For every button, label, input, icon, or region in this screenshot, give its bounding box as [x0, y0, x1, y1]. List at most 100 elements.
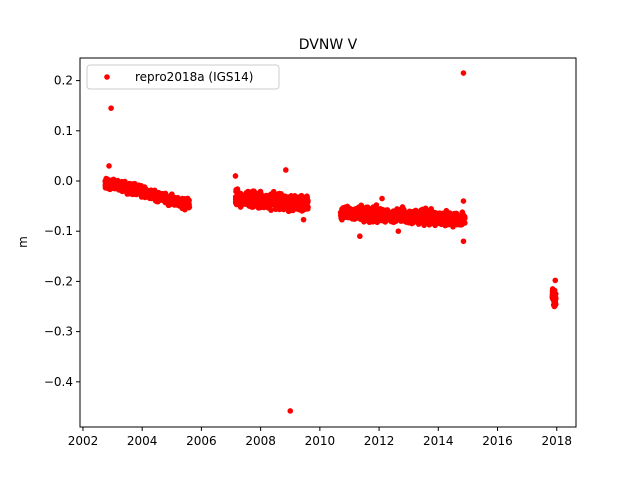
- legend-label: repro2018a (IGS14): [135, 70, 253, 84]
- data-point: [408, 212, 415, 218]
- y-tick-label: 0.0: [54, 174, 73, 188]
- data-point: [390, 210, 397, 216]
- data-point: [397, 215, 404, 222]
- data-point: [294, 195, 301, 201]
- data-point: [395, 228, 402, 234]
- data-point: [165, 196, 172, 203]
- chart-title: DVNW V: [299, 37, 358, 53]
- data-point: [551, 303, 558, 310]
- data-point: [379, 195, 385, 202]
- x-tick-label: 2014: [423, 434, 454, 448]
- data-point: [106, 184, 113, 191]
- data-point: [438, 221, 445, 228]
- data-point: [129, 191, 136, 198]
- data-point: [360, 208, 367, 214]
- x-tick-label: 2016: [482, 434, 513, 448]
- data-point: [125, 182, 132, 189]
- data-point: [459, 209, 466, 216]
- data-point: [357, 233, 363, 240]
- y-tick-label: −0.3: [44, 325, 73, 339]
- data-point: [366, 208, 373, 215]
- data-point: [282, 193, 288, 200]
- data-point: [441, 212, 448, 218]
- y-tick-label: 0.2: [54, 74, 73, 88]
- data-point: [156, 193, 163, 199]
- data-point: [368, 212, 375, 219]
- data-point: [366, 217, 372, 224]
- data-point: [146, 194, 153, 200]
- data-point: [460, 70, 467, 76]
- x-tick-label: 2018: [541, 434, 572, 448]
- data-point: [379, 208, 386, 215]
- x-tick-label: 2002: [68, 434, 99, 448]
- data-point: [277, 193, 283, 200]
- data-point: [251, 192, 258, 198]
- data-point: [461, 216, 467, 222]
- data-point: [374, 208, 380, 214]
- data-point: [300, 216, 307, 223]
- data-point: [136, 182, 142, 188]
- legend: repro2018a (IGS14): [86, 64, 280, 90]
- data-point: [402, 213, 408, 219]
- data-point: [257, 188, 264, 195]
- y-tick-label: −0.1: [44, 224, 73, 238]
- data-point: [460, 198, 467, 204]
- data-point: [460, 238, 467, 245]
- data-point: [283, 167, 289, 173]
- data-point: [452, 213, 458, 220]
- x-tick-label: 2012: [364, 434, 395, 448]
- x-tick-label: 2008: [245, 434, 276, 448]
- y-tick-label: −0.4: [44, 375, 73, 389]
- data-point: [447, 219, 454, 226]
- data-point: [170, 197, 177, 204]
- data-point: [150, 194, 157, 201]
- data-point: [355, 212, 362, 219]
- data-point: [113, 181, 119, 188]
- y-tick-label: 0.1: [54, 124, 73, 138]
- data-point: [361, 216, 367, 222]
- plot-frame: [79, 57, 577, 428]
- data-point: [269, 198, 276, 205]
- data-point: [299, 208, 305, 214]
- data-point: [184, 199, 190, 205]
- data-point: [291, 202, 298, 208]
- data-point: [550, 291, 557, 297]
- data-point: [287, 207, 294, 214]
- data-point: [552, 299, 559, 305]
- y-axis: 0.2 0.1 0.0 −0.1 −0.2 −0.3 −0.4: [44, 74, 80, 389]
- data-point: [388, 215, 395, 221]
- data-point: [232, 173, 239, 179]
- data-point: [428, 217, 434, 224]
- data-point: [251, 203, 258, 209]
- data-points: [102, 70, 559, 414]
- data-point: [421, 222, 427, 229]
- data-point: [432, 221, 439, 227]
- data-point: [412, 215, 419, 221]
- data-point: [137, 190, 144, 197]
- data-point: [233, 186, 239, 193]
- data-point: [236, 196, 242, 203]
- data-point: [349, 206, 356, 213]
- data-point: [252, 198, 259, 204]
- y-tick-label: −0.2: [44, 274, 73, 288]
- data-point: [261, 204, 267, 211]
- x-tick-label: 2006: [186, 434, 217, 448]
- data-point: [268, 207, 274, 213]
- data-point: [338, 215, 345, 222]
- data-point: [119, 178, 125, 185]
- data-point: [241, 195, 248, 202]
- data-point: [123, 188, 130, 195]
- x-tick-label: 2004: [127, 434, 158, 448]
- data-point: [421, 207, 428, 214]
- x-axis: 2002 2004 2006 2008 2010 2012 2014 2016 2018: [68, 427, 572, 448]
- data-point: [421, 217, 428, 224]
- y-axis-label: m: [16, 236, 30, 248]
- data-point: [433, 213, 439, 220]
- data-point: [286, 194, 293, 200]
- data-point: [279, 202, 286, 209]
- data-point: [257, 197, 263, 203]
- x-tick-label: 2010: [305, 434, 336, 448]
- data-point: [382, 214, 388, 220]
- legend-marker: [104, 74, 110, 80]
